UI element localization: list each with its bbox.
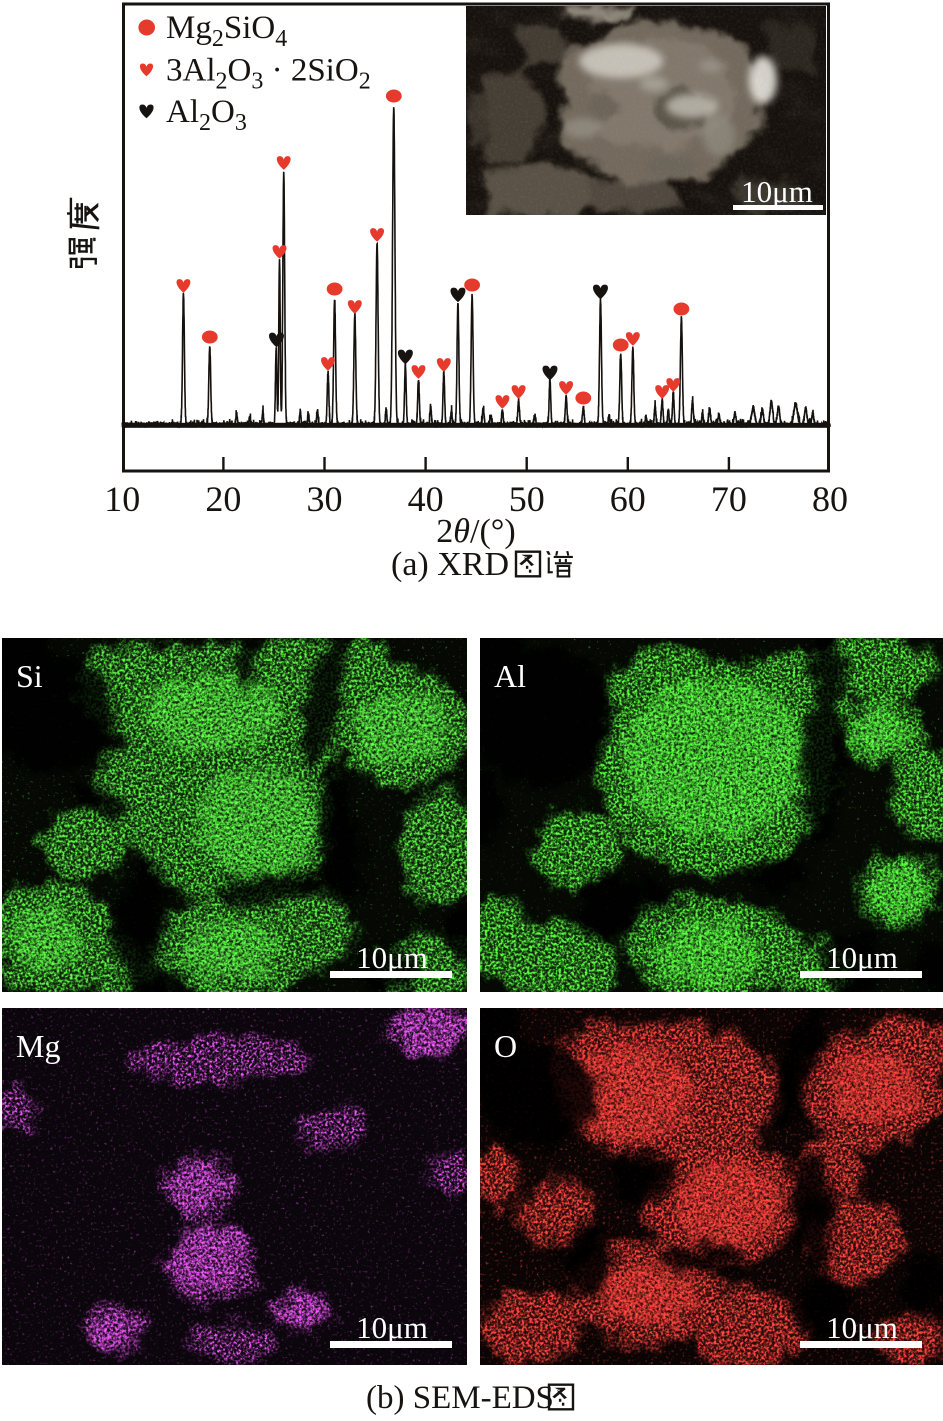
svg-text:Mg2SiO4: Mg2SiO4 xyxy=(166,10,287,52)
svg-text:Mg: Mg xyxy=(16,1028,60,1064)
svg-text:10μm: 10μm xyxy=(826,1310,898,1345)
svg-text:2θ/(°): 2θ/(°) xyxy=(436,513,515,550)
svg-text:70: 70 xyxy=(711,479,747,519)
svg-text:80: 80 xyxy=(812,479,848,519)
svg-text:10μm: 10μm xyxy=(356,940,428,975)
svg-text:(a) XRD: (a) XRD xyxy=(391,546,509,583)
svg-text:60: 60 xyxy=(610,479,646,519)
svg-text:30: 30 xyxy=(307,479,343,519)
svg-text:Si: Si xyxy=(16,658,43,694)
svg-text:Al: Al xyxy=(494,658,526,694)
svg-text:40: 40 xyxy=(408,479,444,519)
svg-text:10μm: 10μm xyxy=(826,940,898,975)
svg-text:10μm: 10μm xyxy=(741,174,813,209)
svg-text:20: 20 xyxy=(205,479,241,519)
svg-text:3Al2O3 · 2SiO2: 3Al2O3 · 2SiO2 xyxy=(166,53,371,95)
svg-text:10μm: 10μm xyxy=(356,1310,428,1345)
svg-text:(b) SEM-EDS: (b) SEM-EDS xyxy=(366,1380,554,1416)
svg-text:10: 10 xyxy=(104,479,140,519)
svg-text:Al2O3: Al2O3 xyxy=(166,94,247,136)
svg-text:50: 50 xyxy=(509,479,545,519)
svg-text:O: O xyxy=(494,1028,517,1064)
